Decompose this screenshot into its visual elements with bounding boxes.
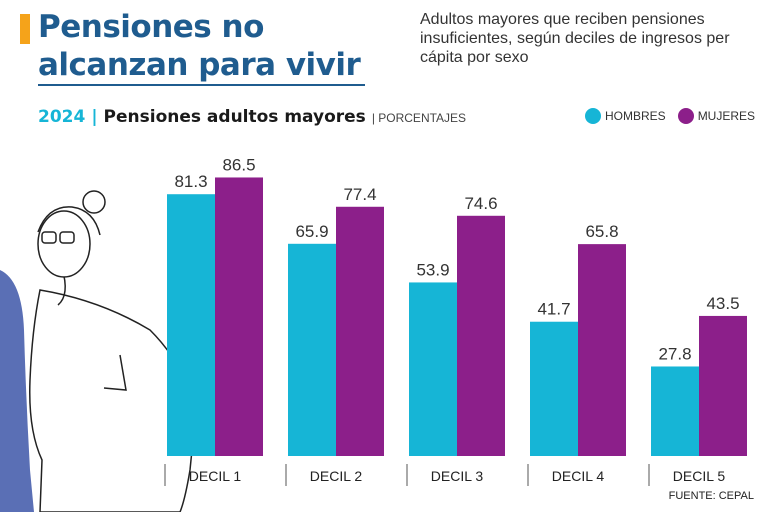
header-separator: | [91,107,98,127]
bar-women-decil-2 [336,206,384,456]
data-label-women-decil-1: 86.5 [222,155,255,174]
title-line-1: Pensiones no [38,9,264,45]
legend-dot-men [585,108,601,124]
subtitle: Adultos mayores que reciben pensiones in… [420,11,730,66]
page-title: Pensiones no alcanzan para vivir [38,8,361,84]
data-label-women-decil-2: 77.4 [343,185,376,204]
legend-label-women: MUJERES [697,109,756,123]
bar-men-decil-3 [409,282,457,456]
legend-label-men: HOMBRES [605,109,666,123]
title-line-2: alcanzan para vivir [38,47,361,83]
data-label-men-decil-4: 41.7 [537,300,570,319]
bar-men-decil-1 [167,194,215,457]
legend-dot-women [677,108,694,124]
data-label-men-decil-2: 65.9 [295,222,328,241]
chart-title: Pensiones adultos mayores [103,107,366,127]
head-outline [37,210,91,278]
legend-item-women: MUJERES [677,108,756,124]
bar-men-decil-5 [651,366,699,456]
bar-women-decil-5 [699,315,747,456]
chart-header: 2024 | Pensiones adultos mayores | PORCENTA… [38,106,466,129]
elderly-woman-illustration [0,190,196,512]
data-label-men-decil-5: 27.8 [658,344,691,363]
bar-women-decil-1 [215,177,263,456]
bar-women-decil-4 [578,244,626,456]
data-label-women-decil-3: 74.6 [464,194,497,213]
x-tick-label-decil-3: DECIL 3 [431,468,484,484]
x-tick-label-decil-5: DECIL 5 [673,468,726,484]
body-outline [29,289,196,512]
hair-outline [37,206,101,236]
plot-area: 81.3 86.5 DECIL 1 65.9 77.4 DECIL 2 53.9 74.6 DE… [164,155,747,486]
x-tick-label-decil-1: DECIL 1 [189,468,242,484]
glasses-left-icon [41,231,57,244]
year-label: 2024 [38,107,86,127]
data-label-men-decil-3: 53.9 [416,260,449,279]
x-tick-label-decil-4: DECIL 4 [552,468,605,484]
title-accent-bar [20,14,30,44]
bar-men-decil-2 [288,243,336,456]
blue-figure [0,270,34,512]
hair-bun [82,190,106,214]
arm-line [103,354,127,391]
legend-item-men: HOMBRES [585,108,666,124]
data-label-men-decil-1: 81.3 [174,172,207,191]
x-tick-label-decil-2: DECIL 2 [310,468,363,484]
data-label-women-decil-5: 43.5 [706,294,739,313]
data-label-women-decil-4: 65.8 [585,222,618,241]
glasses-right-icon [59,231,75,244]
bar-men-decil-4 [530,321,578,456]
unit-label: | PORCENTAJES [371,111,467,125]
source-note: FUENTE: CEPAL [668,490,754,502]
bar-women-decil-3 [457,215,505,456]
title-underline [38,84,365,86]
legend: HOMBRES MUJERES [585,108,767,124]
